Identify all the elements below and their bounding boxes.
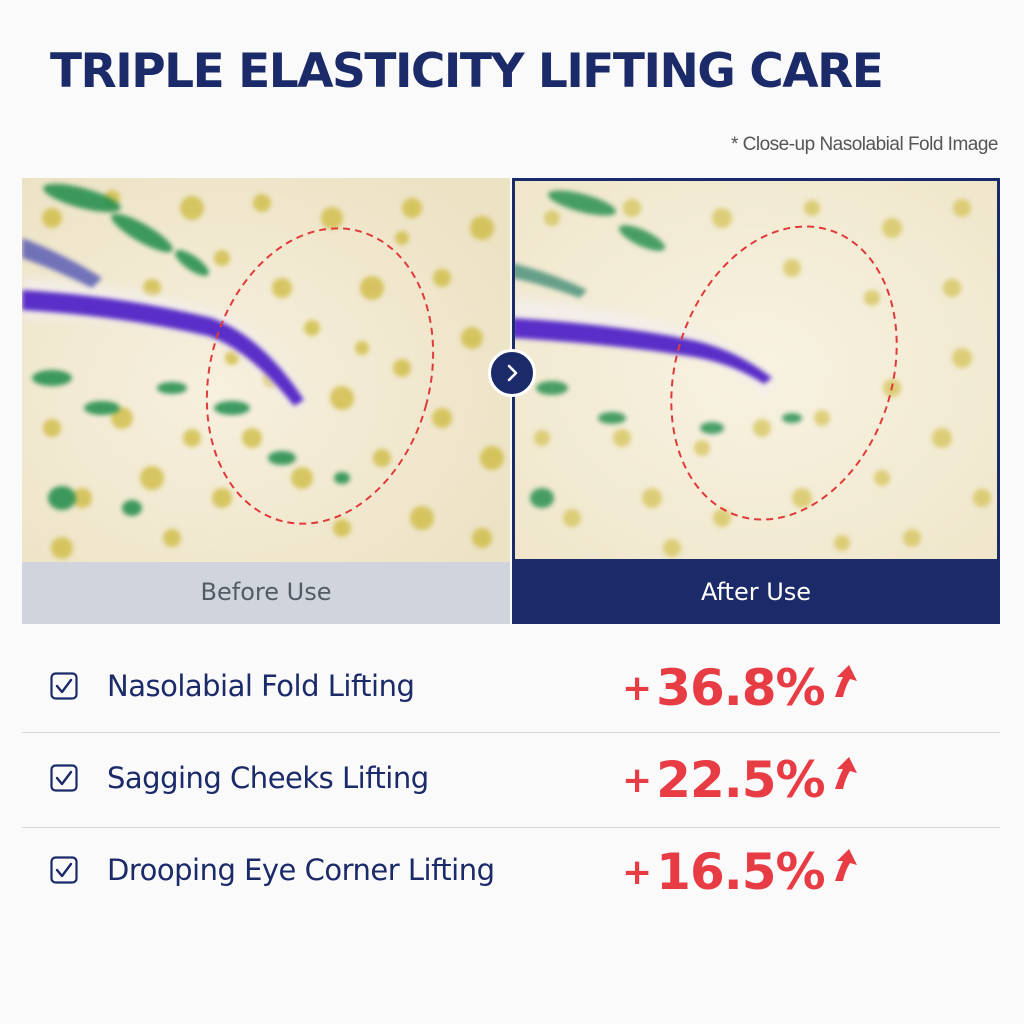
checkbox-checked-icon [50, 764, 78, 792]
row-divider [22, 732, 1000, 733]
after-use-label: After Use [512, 562, 1000, 624]
result-percentage: 16.5% [656, 843, 825, 901]
result-row: Sagging Cheeks Lifting + 22.5% [22, 734, 1000, 826]
result-label: Nasolabial Fold Lifting [107, 669, 415, 703]
result-value: + 16.5% [622, 826, 859, 918]
plus-sign: + [622, 759, 653, 801]
chevron-right-icon [488, 349, 536, 397]
row-divider [22, 827, 1000, 828]
result-value: + 36.8% [622, 642, 859, 734]
result-percentage: 22.5% [656, 751, 825, 809]
result-value: + 22.5% [622, 734, 859, 826]
after-skin-image [512, 178, 1000, 562]
before-skin-image [22, 178, 510, 562]
before-use-label: Before Use [22, 562, 510, 624]
result-label: Drooping Eye Corner Lifting [107, 853, 495, 887]
arrow-up-icon [834, 757, 857, 789]
before-panel: Before Use [22, 178, 510, 624]
plus-sign: + [622, 667, 653, 709]
result-row: Nasolabial Fold Lifting + 36.8% [22, 642, 1000, 734]
image-caption: * Close-up Nasolabial Fold Image [730, 134, 999, 155]
checkbox-checked-icon [50, 856, 78, 884]
result-row: Drooping Eye Corner Lifting + 16.5% [22, 826, 1000, 918]
result-label: Sagging Cheeks Lifting [107, 761, 429, 795]
page-title: TRIPLE ELASTICITY LIFTING CARE [50, 44, 884, 99]
result-percentage: 36.8% [656, 659, 825, 717]
arrow-up-icon [834, 665, 857, 697]
arrow-up-icon [834, 849, 857, 881]
plus-sign: + [622, 851, 653, 893]
checkbox-checked-icon [50, 672, 78, 700]
after-panel: After Use [512, 178, 1000, 624]
